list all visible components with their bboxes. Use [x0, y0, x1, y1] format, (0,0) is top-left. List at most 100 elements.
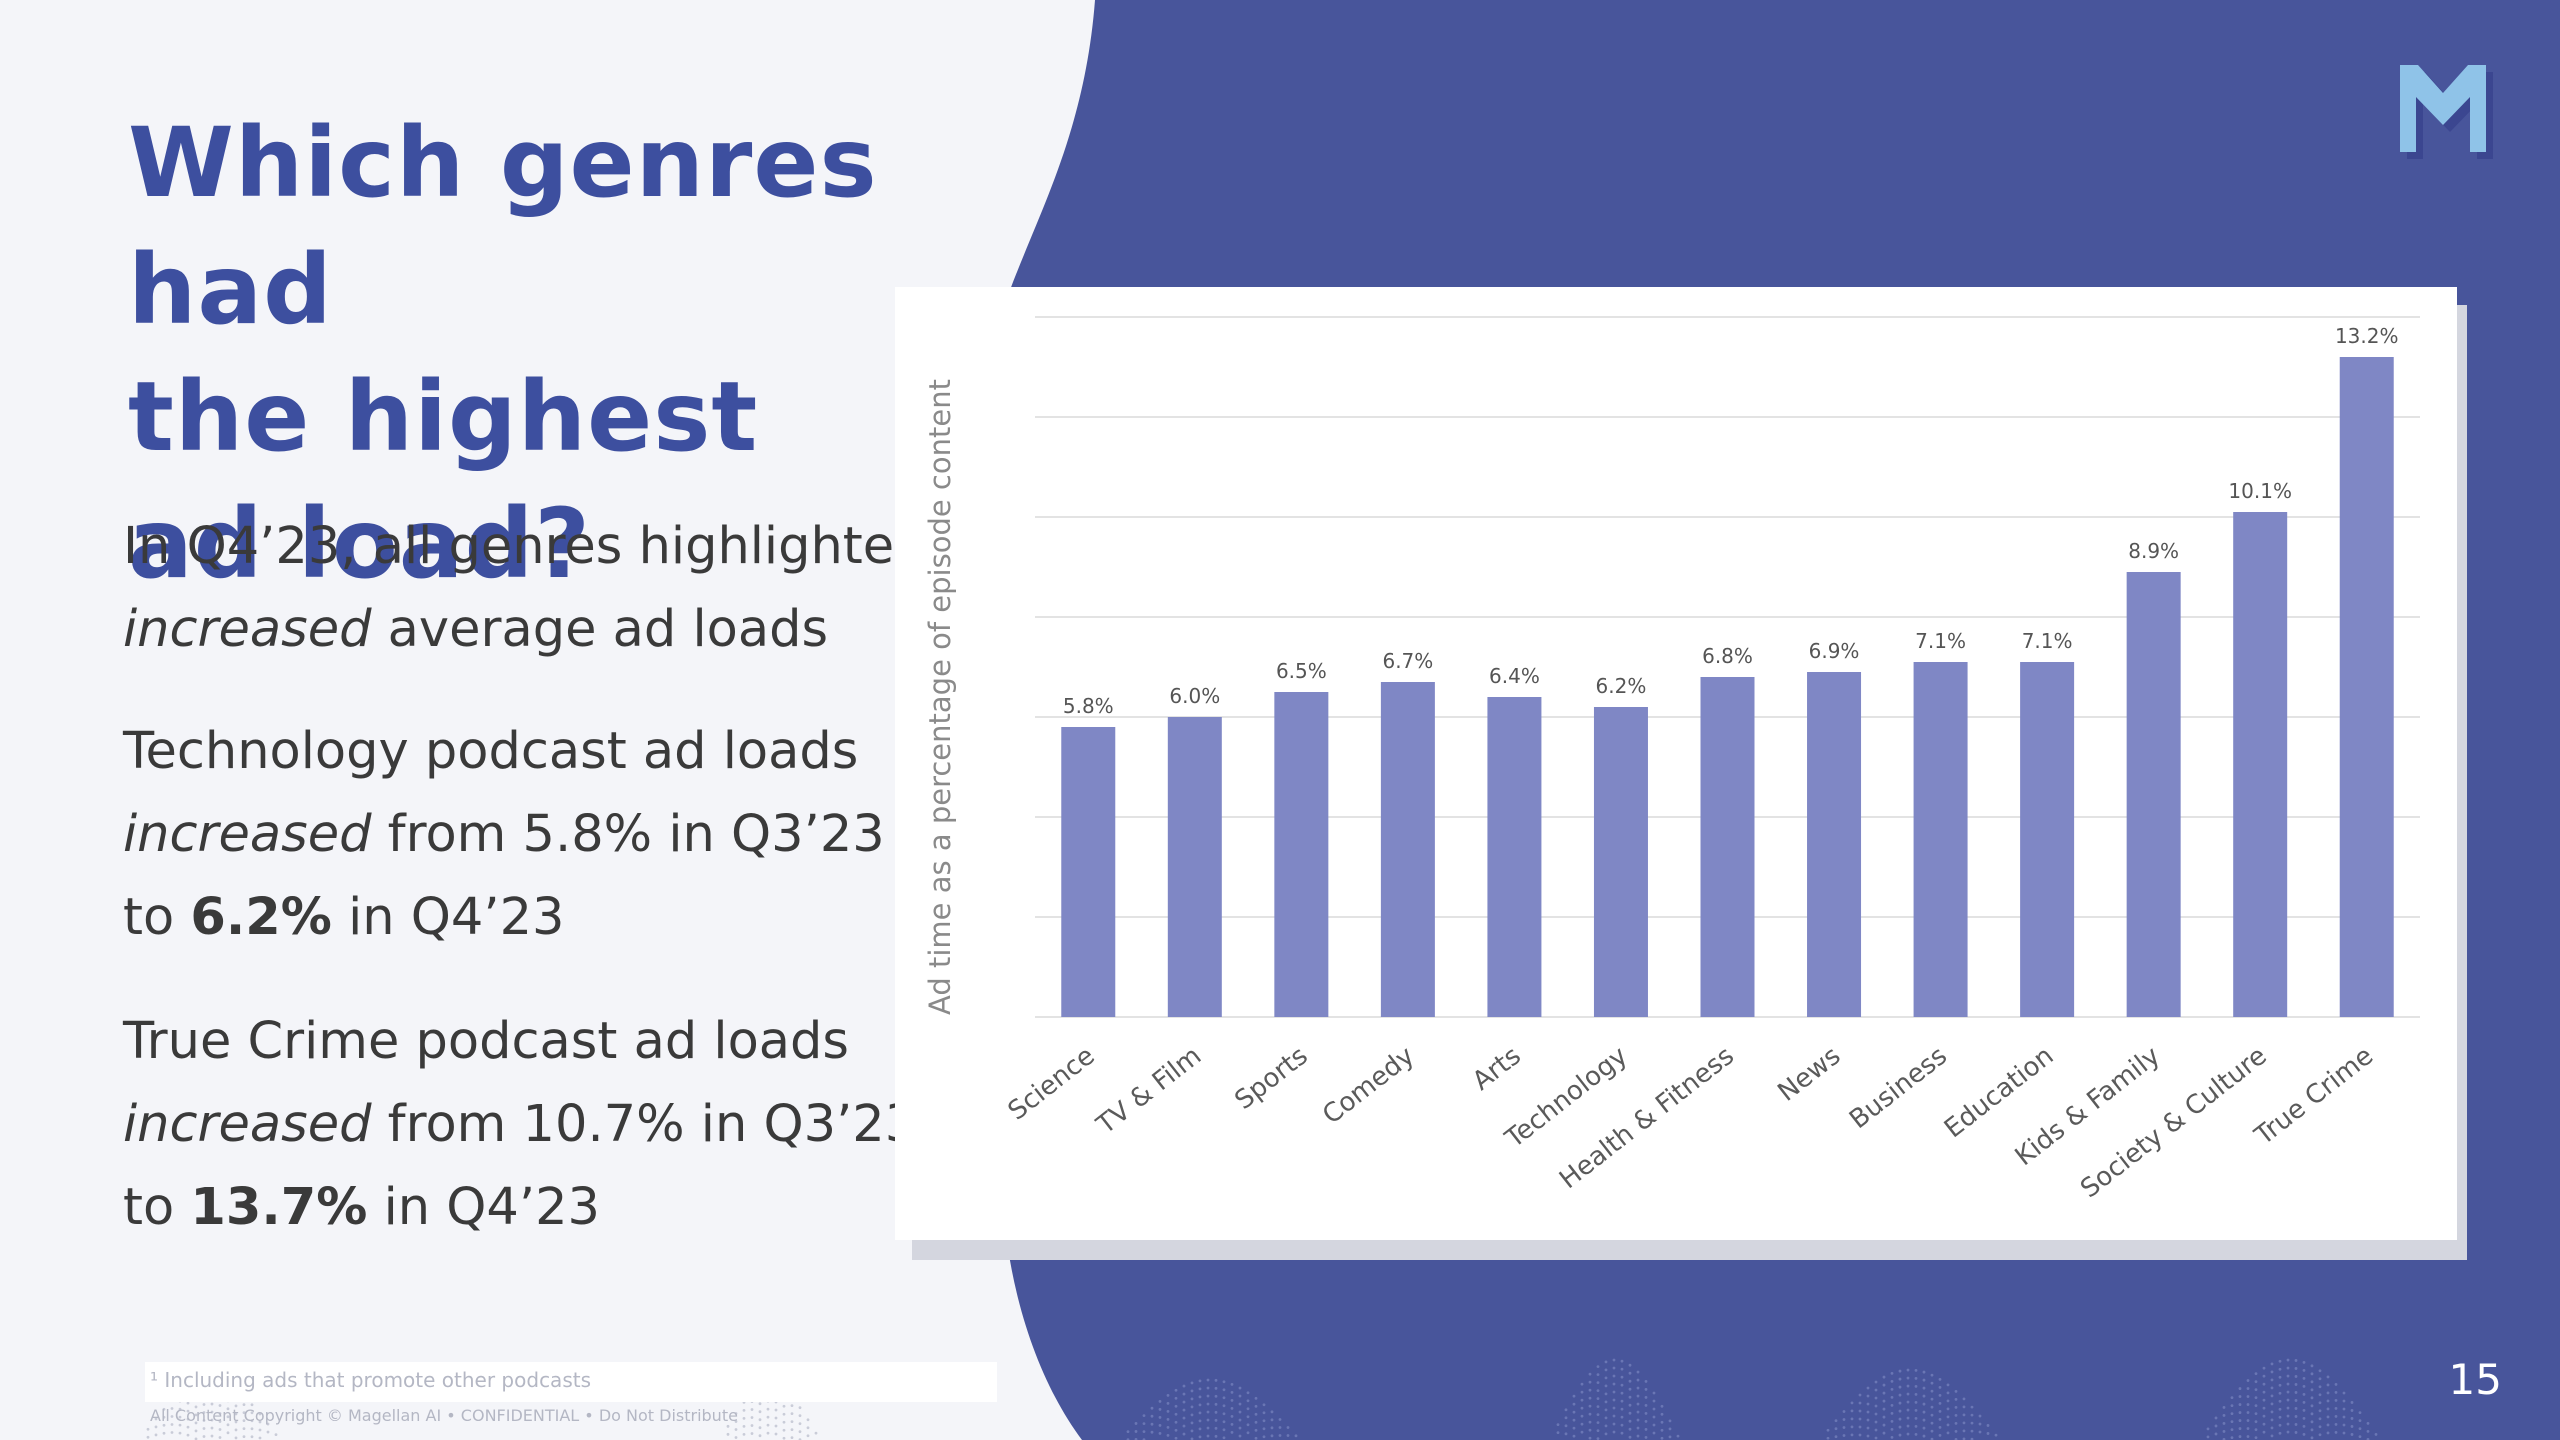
decor-dot [1890, 1388, 1894, 1391]
decor-dot [2286, 1374, 2290, 1378]
decor-dot [2294, 1391, 2298, 1394]
decor-dot [1676, 1434, 1680, 1438]
decor-dot [2310, 1380, 2314, 1384]
decor-dot [1572, 1434, 1576, 1438]
decor-dot [1230, 1382, 1234, 1386]
decor-dot [1620, 1391, 1624, 1395]
decor-dot [1914, 1408, 1918, 1412]
decor-dot [2238, 1403, 2242, 1406]
data-label: 7.1% [2022, 629, 2073, 653]
decor-dot [186, 1433, 190, 1437]
decor-dot [1278, 1434, 1282, 1437]
decor-dot [1914, 1416, 1918, 1420]
decor-dot [1254, 1412, 1258, 1416]
decor-dot [1612, 1382, 1616, 1386]
decor-dot [1190, 1381, 1194, 1385]
decor-dot [1914, 1432, 1918, 1436]
decor-dot [1158, 1416, 1162, 1419]
decor-dot [1206, 1418, 1210, 1422]
decor-dot [2270, 1402, 2274, 1406]
decor-dot [1596, 1421, 1600, 1425]
decor-dot [242, 1419, 246, 1423]
decor-dot [2246, 1395, 2250, 1398]
footnote-box [145, 1362, 997, 1402]
decor-dot [1946, 1415, 1950, 1419]
decor-dot [1922, 1402, 1926, 1406]
decor-dot [2222, 1430, 2226, 1433]
decor-dot [2262, 1406, 2266, 1410]
decor-dot [1954, 1405, 1958, 1409]
decor-dot [1874, 1428, 1878, 1432]
decor-dot [218, 1420, 222, 1423]
decor-dot [1166, 1394, 1170, 1397]
decor-dot [798, 1430, 802, 1434]
decor-dot [1190, 1389, 1194, 1393]
decor-dot [2262, 1398, 2266, 1402]
decor-dot [218, 1428, 222, 1431]
decor-dot [1660, 1428, 1664, 1432]
decor-dot [1620, 1415, 1624, 1419]
bar-tv-film [1167, 717, 1222, 1017]
decor-dot [1882, 1375, 1886, 1379]
decor-dot [1922, 1426, 1926, 1430]
decor-dot [2222, 1406, 2226, 1409]
decor-dot [1270, 1418, 1274, 1422]
decor-dot [2310, 1404, 2314, 1408]
decor-dot [1174, 1436, 1178, 1440]
decor-dot [2318, 1393, 2322, 1397]
decor-dot [1222, 1404, 1226, 1408]
decor-dot [2254, 1404, 2258, 1408]
insight-paragraph-2: Technology podcast ad loads increased fr… [123, 710, 903, 959]
decor-dot [1572, 1394, 1576, 1398]
decor-dot [1198, 1403, 1202, 1407]
decor-dot [1198, 1419, 1202, 1423]
decor-dot [1644, 1396, 1648, 1399]
decor-dot [234, 1412, 238, 1416]
decor-dot [2302, 1424, 2306, 1428]
decor-dot [1134, 1422, 1138, 1425]
decor-dot [2262, 1414, 2266, 1418]
decor-dot [1882, 1399, 1886, 1403]
decor-dot [1628, 1411, 1632, 1415]
decor-dot [2302, 1400, 2306, 1404]
data-label: 5.8% [1063, 694, 1114, 718]
decor-dot [1588, 1380, 1592, 1384]
decor-dot [2286, 1398, 2290, 1402]
decor-dot [790, 1412, 794, 1416]
decor-dot [194, 1421, 198, 1425]
decor-dot [1636, 1378, 1640, 1382]
decor-dot [1214, 1426, 1218, 1430]
decor-dot [1166, 1410, 1170, 1413]
decor-dot [1580, 1390, 1584, 1394]
decor-dot [1166, 1426, 1170, 1429]
decor-dot [1850, 1409, 1854, 1413]
p2-bold-value: 6.2% [190, 888, 332, 947]
category-label: Business [1844, 1041, 1953, 1135]
decor-dot [1588, 1428, 1592, 1432]
decor-dot [1572, 1426, 1576, 1430]
decor-dot [1238, 1410, 1242, 1414]
decor-dot [1668, 1435, 1672, 1439]
decor-dot [154, 1433, 158, 1437]
decor-dot [2326, 1423, 2330, 1427]
decor-dot [1898, 1409, 1902, 1413]
decor-dot [1986, 1432, 1990, 1435]
decor-dot [2326, 1383, 2330, 1387]
decor-dot [1246, 1399, 1250, 1403]
decor-dot [218, 1412, 222, 1415]
decor-dot [1142, 1430, 1146, 1433]
bar-business [1913, 662, 1968, 1017]
p1-line-1: In Q4’23, all genres highlighted [123, 517, 927, 576]
p3-emphasis: increased [123, 1095, 372, 1154]
decor-dot [186, 1417, 190, 1421]
decor-dot [2230, 1412, 2234, 1416]
decor-dot [210, 1426, 214, 1430]
decor-dot [1898, 1417, 1902, 1421]
decor-dot [1938, 1433, 1942, 1437]
decor-dot [1628, 1435, 1632, 1439]
decor-dot [2286, 1358, 2290, 1362]
decor-dot [2318, 1377, 2322, 1381]
decor-dot [2334, 1383, 2338, 1386]
decor-dot [2214, 1416, 2218, 1420]
decor-dot [1596, 1429, 1600, 1433]
